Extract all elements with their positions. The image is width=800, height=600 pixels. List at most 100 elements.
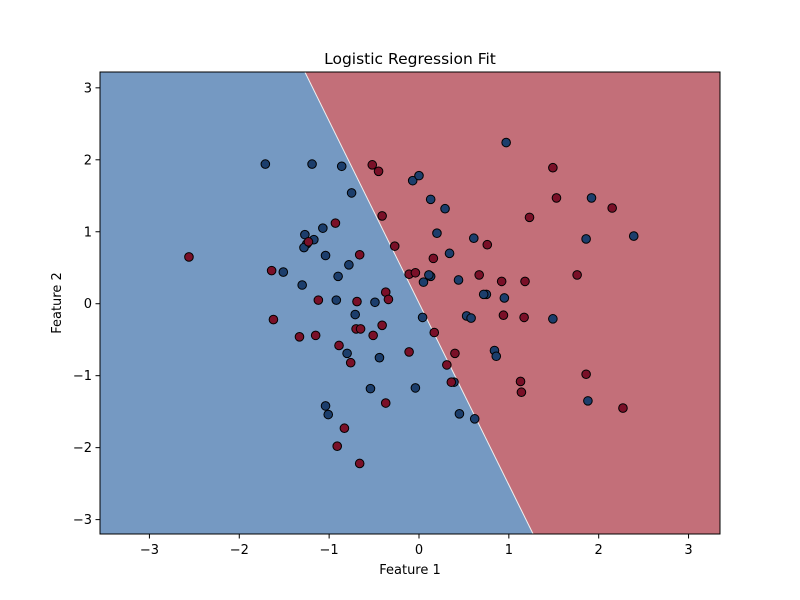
data-point (424, 270, 434, 280)
data-point (581, 234, 591, 244)
data-point (346, 188, 357, 198)
region-right (304, 72, 720, 534)
data-point (268, 314, 279, 325)
x-tick-label: −3 (140, 543, 159, 558)
data-point (516, 387, 527, 398)
data-point (548, 314, 558, 324)
data-point (331, 295, 342, 305)
data-point (418, 277, 429, 287)
data-points (184, 137, 639, 469)
data-point (446, 377, 457, 387)
data-point (607, 203, 617, 213)
data-point (444, 248, 455, 259)
data-point (303, 237, 314, 247)
data-point (515, 376, 526, 387)
x-tick-label: 0 (415, 543, 423, 558)
data-point (345, 357, 356, 368)
data-point (342, 348, 352, 359)
data-point (572, 270, 582, 280)
x-axis-ticks: −3 −2 −1 0 1 2 3 (140, 534, 693, 558)
decision-boundary (304, 71, 534, 535)
y-tick-label: −2 (73, 441, 92, 456)
y-axis-ticks: −3 −2 −1 0 1 2 3 (73, 81, 100, 528)
chart-title: Logistic Regression Fit (324, 50, 496, 68)
data-point (370, 297, 380, 308)
data-point (551, 193, 562, 203)
data-point (586, 193, 597, 203)
data-point (410, 383, 421, 393)
data-point (414, 170, 424, 181)
data-point (377, 211, 387, 221)
x-tick-label: 2 (595, 543, 603, 558)
data-point (428, 253, 439, 264)
x-axis-label: Feature 1 (379, 563, 441, 578)
y-tick-label: 1 (84, 225, 92, 240)
data-point (352, 296, 362, 307)
data-point (496, 276, 507, 287)
data-point (368, 330, 378, 341)
data-point (478, 289, 489, 300)
data-point (310, 330, 321, 341)
data-point (365, 383, 376, 394)
data-point (450, 348, 460, 359)
data-point (294, 332, 305, 342)
data-point (583, 396, 593, 406)
data-point (618, 403, 628, 413)
data-point (410, 267, 421, 278)
plot-frame (99, 71, 721, 535)
data-point (333, 271, 343, 282)
data-point (499, 293, 510, 303)
data-point (469, 414, 480, 424)
data-point (373, 166, 384, 177)
data-point (501, 137, 511, 148)
data-point (482, 239, 493, 250)
y-tick-label: −3 (73, 513, 92, 528)
data-point (307, 159, 317, 169)
data-point (404, 347, 414, 357)
y-tick-label: 2 (84, 153, 92, 168)
data-point (491, 351, 502, 362)
data-point (184, 252, 194, 262)
data-point (468, 233, 479, 244)
data-point (320, 250, 331, 261)
data-point (498, 310, 509, 321)
data-point (407, 175, 418, 186)
data-point (344, 260, 354, 270)
data-point (350, 309, 360, 320)
decision-regions (100, 71, 720, 535)
data-point (417, 312, 428, 323)
data-point (432, 228, 442, 238)
x-tick-label: 1 (505, 543, 513, 558)
data-point (332, 441, 343, 452)
data-point (297, 280, 307, 290)
data-point (425, 194, 436, 205)
data-point (442, 360, 452, 370)
data-point (581, 369, 591, 380)
data-point (374, 352, 385, 363)
data-point (440, 203, 450, 214)
data-point (318, 223, 328, 233)
y-axis-label: Feature 2 (50, 272, 65, 334)
y-tick-label: 0 (84, 297, 92, 312)
data-point (466, 313, 476, 323)
x-tick-label: −2 (230, 543, 249, 558)
x-tick-label: −1 (320, 543, 339, 558)
data-point (380, 398, 391, 408)
x-tick-label: 3 (684, 543, 692, 558)
data-point (320, 401, 331, 411)
data-point (389, 241, 400, 251)
data-point (383, 294, 394, 305)
data-point (453, 275, 464, 285)
data-point (354, 249, 365, 260)
data-point (474, 270, 484, 280)
data-point (266, 265, 277, 276)
data-point (377, 320, 387, 331)
data-point (334, 340, 344, 351)
data-point (548, 162, 558, 173)
data-point (429, 327, 440, 338)
data-point (524, 212, 535, 223)
y-tick-label: 3 (84, 81, 92, 96)
data-point (355, 324, 366, 334)
data-point (260, 159, 271, 169)
data-point (330, 218, 341, 228)
